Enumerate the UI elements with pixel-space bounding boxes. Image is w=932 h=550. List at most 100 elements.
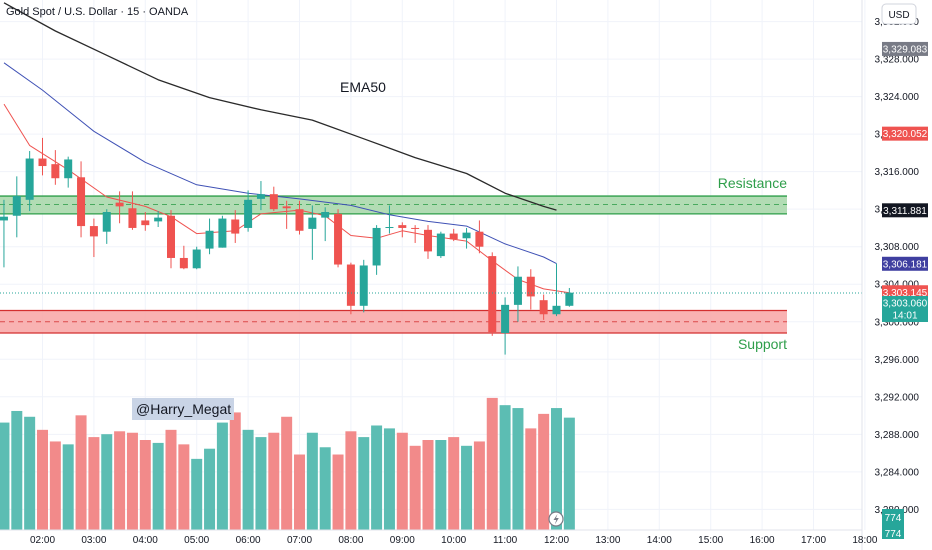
volume-bar bbox=[512, 408, 524, 530]
volume-bar bbox=[525, 428, 537, 530]
support-label: Support bbox=[738, 336, 787, 352]
candle bbox=[488, 252, 497, 336]
volume-bar bbox=[126, 432, 138, 530]
candle-body bbox=[526, 276, 535, 297]
candle-body bbox=[269, 194, 278, 210]
volume-bar bbox=[49, 441, 61, 530]
candle bbox=[115, 191, 124, 224]
price-tick-label: 3,292.000 bbox=[875, 392, 920, 403]
candle-body bbox=[334, 213, 343, 265]
candle-body bbox=[128, 208, 137, 228]
candle-body bbox=[115, 202, 124, 207]
candle-body bbox=[372, 227, 381, 266]
volume-bar bbox=[551, 408, 562, 530]
candle bbox=[244, 190, 253, 232]
candle bbox=[51, 150, 60, 185]
candle-body bbox=[321, 212, 330, 218]
candle-body bbox=[167, 215, 175, 258]
candle-body bbox=[51, 164, 60, 179]
time-tick-label: 05:00 bbox=[184, 535, 209, 546]
candle bbox=[449, 228, 458, 242]
volume-bar bbox=[345, 431, 357, 530]
candle bbox=[295, 200, 304, 235]
candle bbox=[552, 263, 561, 317]
price-badge-text: 3,303.060 bbox=[883, 298, 928, 309]
time-tick-label: 11:00 bbox=[493, 535, 518, 546]
volume-bar bbox=[255, 437, 267, 530]
price-badge-bg bbox=[882, 295, 928, 322]
volume-badge-text: 774 bbox=[885, 513, 902, 524]
volume-bar bbox=[152, 442, 164, 530]
lightning-icon[interactable] bbox=[548, 511, 564, 527]
candle-body bbox=[475, 231, 484, 247]
volume-bar bbox=[473, 441, 485, 530]
price-badge-text: 3,329.083 bbox=[883, 44, 928, 55]
price-badge-text: 3,303.145 bbox=[883, 288, 928, 299]
price-badge: 3,320.052 bbox=[882, 126, 928, 141]
candle bbox=[0, 199, 8, 268]
author-tag: @Harry_Megat bbox=[132, 398, 234, 420]
volume-bar bbox=[139, 440, 151, 530]
time-axis[interactable]: 02:00 03:00 04:00 05:00 06:00 07:00 08:00 09:00… bbox=[30, 535, 878, 546]
support-zone bbox=[0, 310, 787, 334]
candle bbox=[77, 161, 86, 238]
candle-body bbox=[192, 249, 201, 269]
volume-bar bbox=[62, 444, 74, 530]
ema-mid-line bbox=[3, 62, 557, 265]
candle-body bbox=[244, 199, 253, 228]
volume-bar bbox=[306, 432, 318, 530]
chart-title: Gold Spot / U.S. Dollar · 15 · OANDA bbox=[6, 6, 189, 18]
candle bbox=[321, 207, 330, 242]
candle bbox=[539, 294, 548, 320]
price-badge-bg bbox=[882, 41, 928, 56]
candle-body bbox=[436, 233, 445, 257]
volume-bar bbox=[383, 428, 395, 530]
candle bbox=[38, 137, 47, 176]
price-tick-label: 3,304.000 bbox=[875, 280, 920, 291]
currency-button[interactable]: USD bbox=[881, 3, 917, 25]
time-tick-label: 08:00 bbox=[338, 535, 363, 546]
time-tick-label: 16:00 bbox=[750, 535, 775, 546]
resistance-label: Resistance bbox=[718, 175, 787, 191]
price-tick-label: 3,328.000 bbox=[875, 55, 920, 66]
candle bbox=[462, 227, 471, 249]
candle bbox=[102, 209, 111, 244]
candle-body bbox=[398, 225, 407, 228]
candle-body bbox=[552, 305, 561, 315]
candle bbox=[308, 205, 317, 260]
candle-body bbox=[218, 218, 227, 248]
volume-bar bbox=[242, 429, 254, 530]
candle-body bbox=[346, 264, 355, 306]
candle bbox=[282, 200, 291, 229]
volume-bar bbox=[216, 422, 228, 530]
volume-bar bbox=[268, 432, 280, 530]
candle-body bbox=[449, 233, 458, 240]
price-tick-label: 3,316.000 bbox=[875, 167, 920, 178]
candle bbox=[218, 215, 227, 248]
price-tick-label: 3,308.000 bbox=[875, 242, 920, 253]
candle-body bbox=[77, 177, 86, 227]
price-badge: 3,311.881 bbox=[882, 203, 928, 218]
candle-body bbox=[359, 265, 368, 306]
volume-bar bbox=[114, 431, 126, 530]
volume-bar bbox=[461, 445, 473, 530]
volume-bar bbox=[563, 417, 575, 530]
candle-body bbox=[179, 257, 188, 269]
candle bbox=[167, 210, 175, 269]
price-badge-text: 3,311.881 bbox=[883, 206, 927, 217]
time-tick-label: 13:00 bbox=[595, 535, 620, 546]
candle bbox=[128, 191, 137, 230]
volume-bar bbox=[178, 444, 190, 530]
time-tick-label: 17:00 bbox=[801, 535, 826, 546]
candle-body bbox=[64, 159, 73, 179]
price-badge-text: 3,306.181 bbox=[883, 259, 928, 270]
price-badge: 3,329.083 bbox=[882, 41, 928, 56]
candle bbox=[89, 218, 98, 258]
price-tick-label: 3,284.000 bbox=[875, 467, 920, 478]
time-tick-label: 04:00 bbox=[133, 535, 158, 546]
volume-bar bbox=[319, 447, 331, 530]
volume-bar bbox=[101, 434, 113, 530]
candle bbox=[334, 209, 343, 268]
candle-body bbox=[231, 219, 240, 234]
